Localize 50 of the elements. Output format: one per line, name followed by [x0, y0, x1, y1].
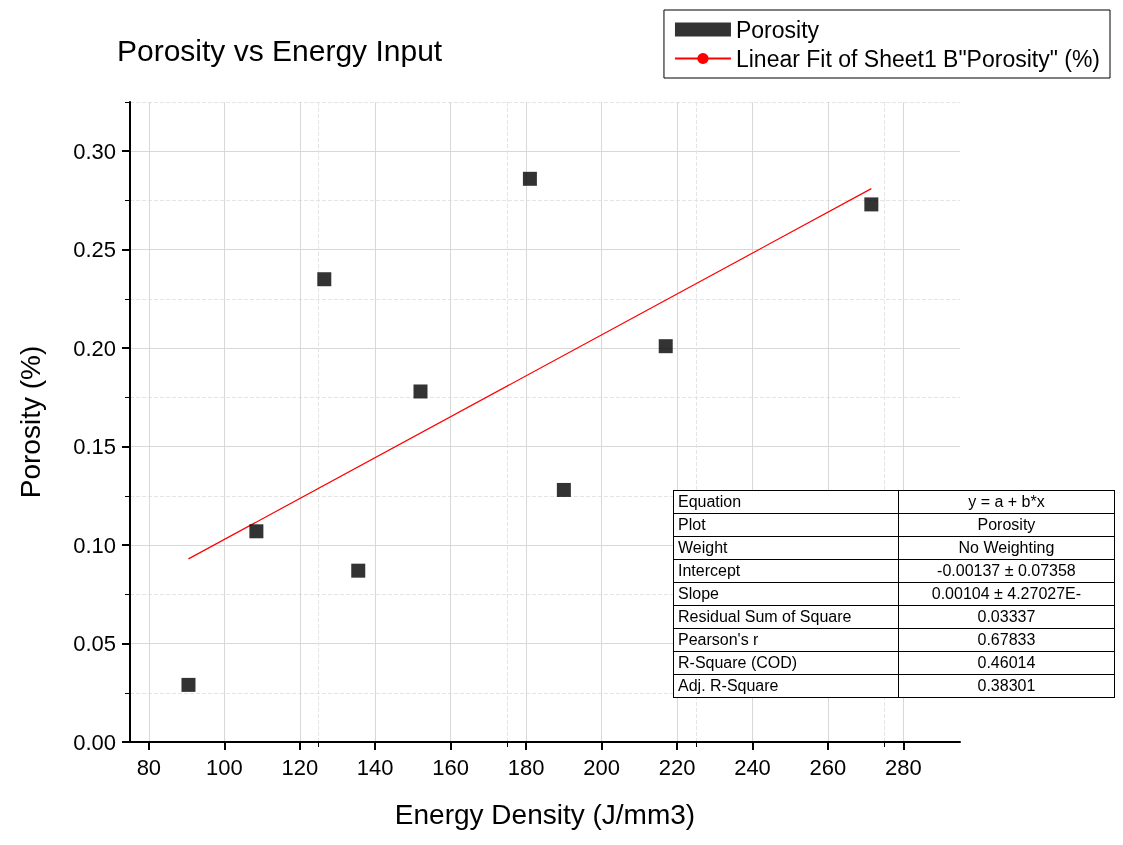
text: Porosity [898, 513, 1115, 537]
x-tick-label: 120 [281, 754, 319, 780]
y-axis-title: Porosity (%) [14, 345, 46, 499]
x-tick-label: 80 [136, 754, 162, 780]
annotation: Residual Sum of Square [673, 605, 899, 629]
annotation: Equation [673, 490, 899, 514]
point [522, 171, 537, 186]
point [317, 272, 332, 287]
chart-title: Porosity vs Energy Input [117, 33, 443, 67]
annotation: Intercept [673, 559, 899, 583]
y-tick-label: 0.10 [73, 532, 116, 558]
annotation: -0.00137 ± 0.07358 [898, 559, 1115, 583]
annotation: Weight [673, 536, 899, 560]
point [351, 563, 366, 578]
y-tick-label: 0.30 [73, 138, 116, 164]
x-tick-label: 240 [734, 754, 771, 780]
x-tick-label: 180 [507, 754, 545, 780]
x-tick-label: 260 [809, 754, 847, 780]
annotation: Pearson's r [673, 628, 899, 652]
annotation: R-Square (COD) [673, 651, 899, 675]
point [249, 524, 264, 539]
x-tick-label: 220 [658, 754, 696, 780]
x-axis-title: Energy Density (J/mm3) [394, 798, 696, 830]
x-tick-label: 100 [205, 754, 243, 780]
annotation: Plot [673, 513, 899, 537]
text: 0.46014 [898, 651, 1115, 675]
text: 0.03337 [898, 605, 1115, 629]
y-tick-label: 0.20 [73, 335, 116, 361]
legend-label: Linear Fit of Sheet1 B"Porosity" (%) [735, 45, 1101, 72]
annotation: No Weighting [898, 536, 1115, 560]
x-tick-label: 280 [885, 754, 922, 780]
point [864, 197, 879, 212]
point [556, 482, 571, 497]
y-tick-label: 0.00 [73, 729, 116, 755]
text: 0.67833 [898, 628, 1115, 652]
annotation: 0.00104 ± 4.27027E- [898, 582, 1115, 606]
legend-label: Porosity [735, 16, 820, 43]
point [658, 339, 673, 354]
point [413, 384, 428, 399]
text: y = a + b*x [898, 490, 1115, 514]
point [181, 677, 196, 692]
y-tick-label: 0.25 [73, 237, 116, 263]
annotation: Adj. R-Square [673, 674, 899, 698]
annotation: Slope [673, 582, 899, 606]
y-tick-label: 0.05 [73, 631, 116, 657]
x-tick-label: 160 [432, 754, 470, 780]
y-tick-label: 0.15 [73, 434, 116, 460]
x-tick-label: 200 [583, 754, 620, 780]
text: 0.38301 [898, 674, 1115, 698]
x-tick-label: 140 [356, 754, 394, 780]
